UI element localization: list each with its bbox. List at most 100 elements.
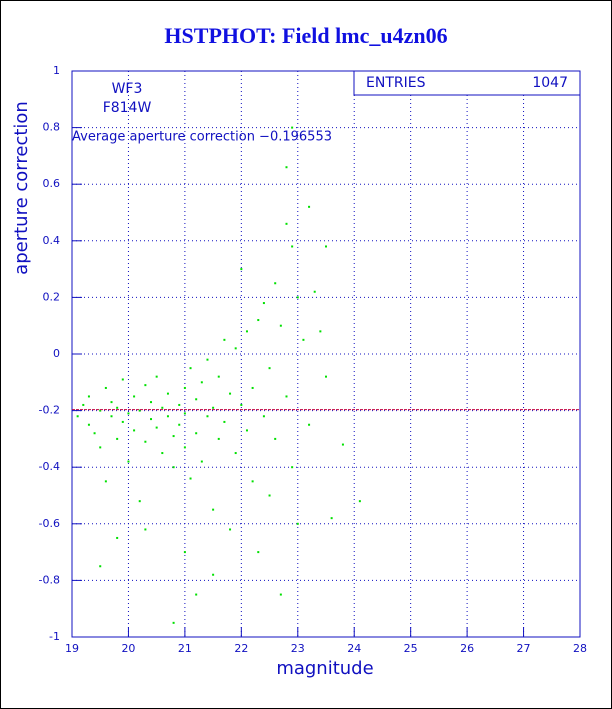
point (296, 296, 299, 299)
point (262, 302, 265, 305)
point (116, 437, 119, 440)
point (127, 412, 130, 415)
point (212, 406, 215, 409)
point (257, 319, 260, 322)
point (104, 386, 107, 389)
point (308, 205, 311, 208)
point (212, 573, 215, 576)
point (189, 367, 192, 370)
point (161, 406, 164, 409)
point (279, 324, 282, 327)
point (104, 480, 107, 483)
point (110, 415, 113, 418)
label: WF3 (112, 81, 143, 97)
point (189, 477, 192, 480)
point (234, 347, 237, 350)
point (87, 423, 90, 426)
point (223, 338, 226, 341)
y-tick-label: 0.6 (43, 177, 61, 190)
x-tick-label: 21 (178, 642, 192, 655)
point (76, 415, 79, 418)
point (212, 508, 215, 511)
point (200, 460, 203, 463)
point (144, 384, 147, 387)
y-tick-label: 0.2 (43, 290, 61, 303)
point (195, 593, 198, 596)
annotation: Average aperture correction −0.196553 (72, 130, 332, 145)
point (268, 367, 271, 370)
point (178, 423, 181, 426)
point (161, 452, 164, 455)
point (133, 395, 136, 398)
point (325, 375, 327, 378)
y-tick-label: -0.2 (39, 404, 60, 417)
x-tick-label: 20 (121, 642, 135, 655)
point (155, 375, 158, 378)
x-tick-label: 24 (347, 642, 361, 655)
point (99, 409, 102, 412)
point (138, 409, 141, 412)
point (133, 429, 136, 432)
point (150, 418, 153, 421)
point (240, 403, 243, 406)
point (183, 446, 186, 449)
point (313, 290, 316, 293)
y-tick-label: 0.4 (43, 234, 61, 247)
point (195, 432, 198, 435)
point (217, 375, 220, 378)
y-tick-label: -0.4 (39, 460, 60, 473)
point (172, 621, 175, 624)
x-tick-label: 28 (573, 642, 587, 655)
point (262, 415, 265, 418)
point (110, 401, 113, 404)
point (195, 398, 198, 401)
point (274, 437, 277, 440)
stats-value: 1047 (532, 75, 568, 91)
point (144, 440, 147, 443)
point (341, 443, 344, 446)
point (138, 500, 141, 503)
point (268, 494, 271, 497)
point (116, 536, 119, 539)
y-tick-label: -1 (49, 630, 60, 643)
point (183, 386, 186, 389)
point (257, 551, 260, 554)
point (274, 282, 277, 285)
point (99, 446, 102, 449)
point (245, 429, 248, 432)
x-tick-label: 25 (404, 642, 418, 655)
point (325, 245, 327, 248)
point (172, 466, 175, 469)
stats-label: ENTRIES (366, 75, 426, 91)
x-tick-label: 22 (234, 642, 248, 655)
point (358, 500, 361, 503)
point (251, 386, 254, 389)
point (121, 420, 124, 423)
point (285, 395, 288, 398)
point (121, 378, 124, 381)
point (206, 415, 209, 418)
x-tick-label: 23 (291, 642, 305, 655)
point (87, 395, 90, 398)
point (308, 423, 311, 426)
point (166, 392, 169, 395)
y-tick-label: -0.8 (39, 573, 60, 586)
point (251, 480, 254, 483)
point (234, 452, 237, 455)
point (178, 403, 181, 406)
point (285, 222, 288, 225)
point (82, 403, 85, 406)
point (319, 330, 322, 333)
point (291, 245, 294, 248)
point (144, 528, 147, 531)
y-tick-label: -0.6 (39, 517, 60, 530)
point (200, 381, 203, 384)
x-tick-label: 26 (460, 642, 474, 655)
y-tick-label: 0 (53, 347, 60, 360)
point (217, 437, 220, 440)
point (183, 551, 186, 554)
x-tick-label: 27 (517, 642, 531, 655)
point (229, 528, 232, 531)
